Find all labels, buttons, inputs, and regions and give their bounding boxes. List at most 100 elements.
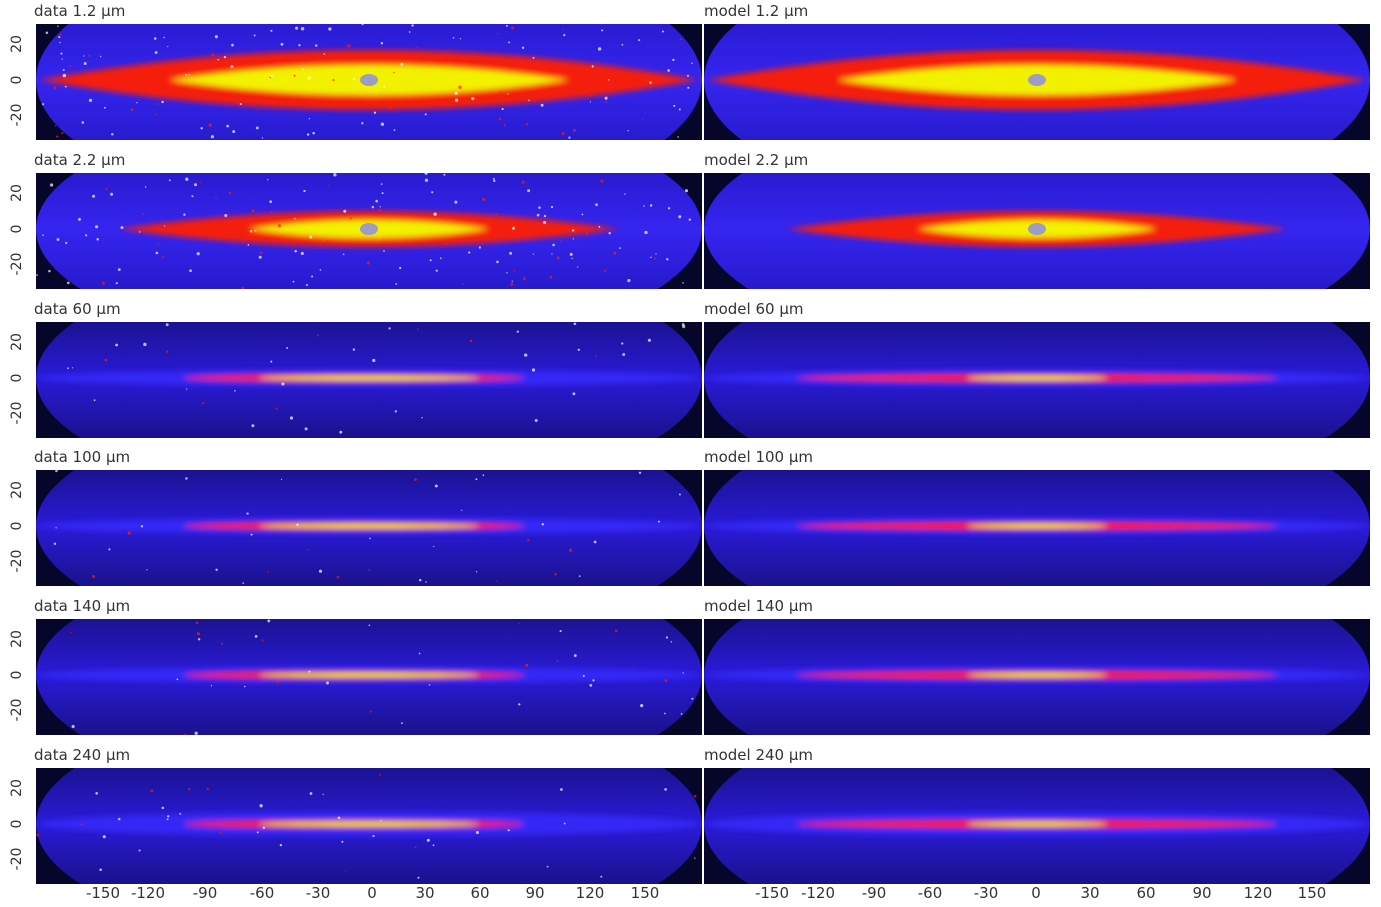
point-source: [604, 96, 608, 100]
point-source: [505, 24, 508, 27]
point-source: [307, 549, 309, 551]
point-source: [400, 62, 404, 66]
point-source: [444, 243, 447, 246]
point-source: [521, 180, 525, 184]
point-source: [435, 269, 438, 272]
point-source: [80, 823, 84, 826]
point-source: [221, 642, 224, 645]
point-source: [223, 55, 227, 59]
point-source: [678, 493, 681, 496]
point-source: [399, 266, 402, 270]
point-source: [155, 251, 159, 255]
point-source: [226, 124, 230, 128]
point-source: [210, 135, 214, 139]
point-source: [521, 46, 525, 50]
point-source: [156, 103, 159, 105]
x-tick-label-model: -60: [917, 884, 943, 902]
point-source: [167, 45, 169, 48]
model-map-image: [704, 322, 1370, 438]
point-source: [176, 678, 179, 681]
point-source: [267, 179, 269, 181]
data-map: [36, 470, 702, 586]
point-source: [42, 234, 44, 236]
point-source: [592, 679, 595, 682]
point-source: [496, 32, 499, 35]
point-source: [682, 672, 684, 674]
emission-core: [967, 822, 1107, 826]
point-source: [84, 234, 88, 237]
y-tick-label: 20: [9, 779, 25, 797]
point-source: [426, 838, 430, 842]
point-source: [67, 367, 69, 370]
point-source: [166, 818, 169, 821]
point-source: [619, 247, 621, 249]
point-source: [665, 636, 669, 639]
point-source: [270, 29, 273, 32]
model-map-image: [704, 173, 1370, 289]
point-source: [613, 251, 617, 255]
point-source: [372, 358, 376, 363]
point-source: [493, 179, 496, 183]
point-source: [371, 205, 375, 209]
point-source: [424, 113, 427, 116]
point-source: [157, 243, 160, 245]
point-source: [311, 275, 314, 278]
point-source: [71, 367, 74, 369]
point-source: [368, 624, 371, 627]
point-source: [589, 101, 592, 103]
point-source: [70, 631, 72, 634]
point-source: [319, 269, 322, 271]
point-source: [568, 548, 573, 552]
x-tick-label-data: -120: [130, 884, 166, 902]
x-tick-label-data: 0: [367, 884, 377, 902]
point-source: [100, 55, 102, 58]
point-source: [478, 246, 482, 249]
point-source: [499, 91, 502, 94]
x-axis: -150 -120 -90 -60 -30 0 30 60 90 120 150 -150 -120 -9…: [0, 880, 1381, 907]
point-source: [414, 846, 417, 849]
point-source: [95, 791, 99, 795]
point-source: [538, 206, 541, 209]
point-source: [638, 471, 642, 475]
point-source: [195, 621, 199, 625]
point-source: [578, 575, 581, 577]
point-source: [341, 840, 344, 843]
point-source: [458, 102, 461, 105]
point-source: [289, 416, 294, 420]
point-source: [461, 509, 463, 511]
point-source: [543, 214, 547, 218]
point-source: [381, 192, 384, 195]
point-source: [253, 34, 256, 37]
point-source: [383, 250, 385, 252]
y-tick-label: 0: [9, 373, 25, 383]
point-source: [589, 684, 593, 687]
x-tick-label-model: 0: [1031, 884, 1041, 902]
point-source: [482, 474, 485, 477]
point-source: [551, 253, 553, 255]
point-source: [513, 270, 516, 272]
point-source: [624, 193, 626, 195]
data-map-image: [36, 470, 702, 586]
point-source: [524, 353, 528, 357]
point-source: [650, 256, 652, 259]
point-source: [516, 330, 519, 333]
point-source: [608, 232, 611, 235]
point-source: [595, 203, 598, 207]
data-map-image: [36, 768, 702, 884]
point-source: [62, 73, 67, 78]
point-source: [416, 46, 419, 48]
point-source: [279, 843, 283, 847]
point-source: [117, 268, 121, 272]
point-source: [167, 815, 170, 818]
point-source: [270, 75, 273, 78]
point-source: [434, 484, 438, 488]
point-source: [194, 183, 197, 187]
x-tick-label-data: 60: [470, 884, 490, 902]
data-map-image: [36, 173, 702, 289]
point-source: [673, 104, 676, 107]
point-source: [275, 407, 278, 410]
point-source: [295, 26, 299, 30]
point-source: [110, 192, 114, 196]
point-source: [571, 257, 573, 260]
point-source: [661, 30, 664, 33]
